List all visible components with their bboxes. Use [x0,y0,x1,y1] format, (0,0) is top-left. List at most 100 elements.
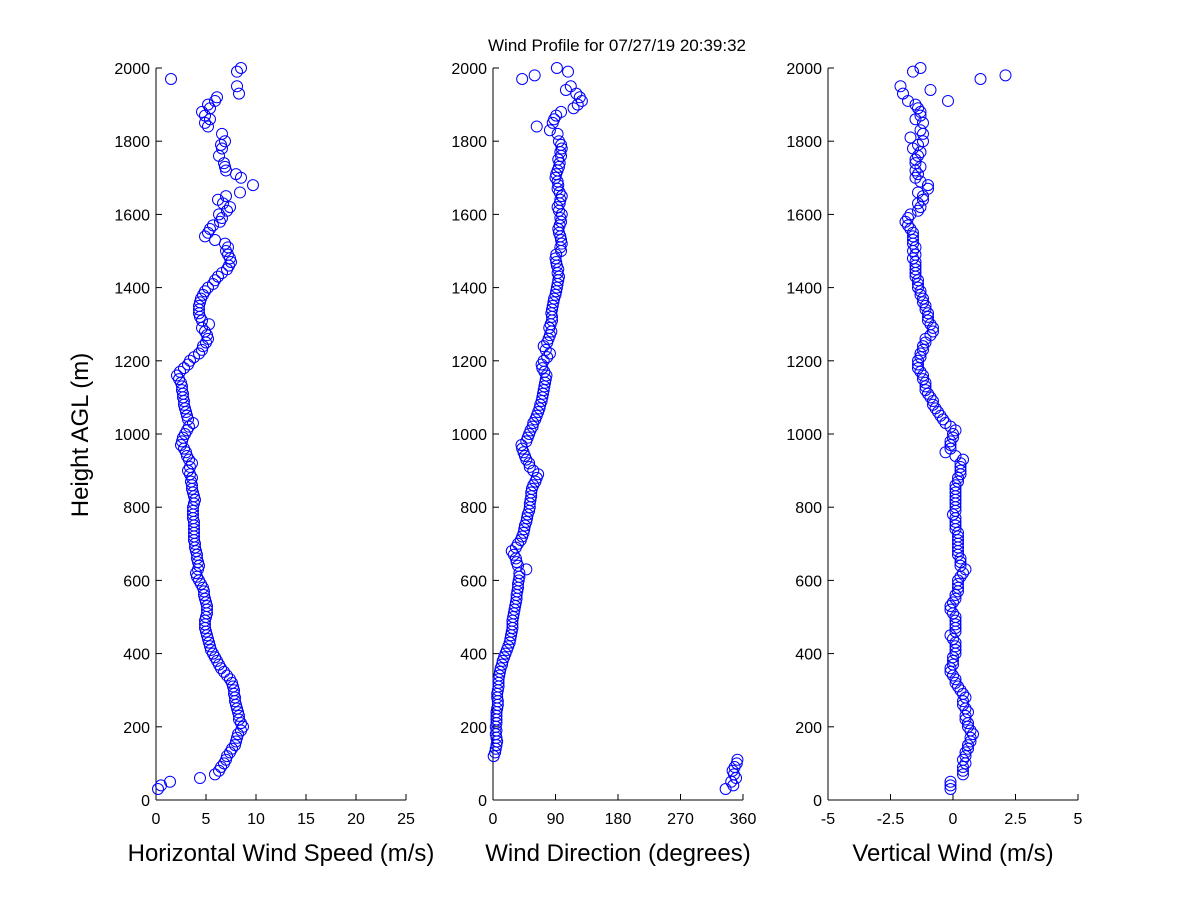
data-point [904,131,917,144]
y-tick-label: 2000 [451,61,487,78]
x-tick-label: 2.5 [1004,811,1026,828]
data-point [917,127,929,140]
data-point [909,171,922,184]
data-point [947,658,959,671]
data-point [216,142,228,155]
data-point [914,351,927,364]
data-point [962,742,974,755]
y-tick-label: 200 [460,720,487,737]
data-point [912,281,924,294]
data-point [725,775,738,788]
data-point [949,643,962,656]
data-point [929,402,942,415]
y-tick-label: 1400 [786,281,822,298]
data-point [909,263,922,276]
data-point [949,676,962,689]
data-point [944,438,957,451]
data-point [909,157,922,170]
data-point [207,219,219,232]
data-point [523,460,536,473]
data-point [218,157,230,170]
data-point [193,347,205,360]
data-point [229,739,241,752]
data-point [949,519,962,532]
y-tick-label: 0 [813,793,822,810]
x-tick-label: -5 [821,811,835,828]
data-point [550,255,563,268]
data-point [924,391,937,404]
data-point [559,83,572,96]
data-point [917,343,929,356]
x-tick-label: 180 [605,811,632,828]
data-point [962,706,974,719]
data-point [201,629,213,642]
data-point [209,274,221,287]
data-point [216,127,228,140]
data-point [919,376,932,389]
data-point [209,234,221,247]
data-point [909,241,922,254]
data-point [947,596,959,609]
data-point [947,428,959,440]
data-point [914,365,927,378]
data-point [947,632,959,645]
shared-y-axis-label: Height AGL (m) [67,353,94,518]
data-point [528,69,541,82]
y-tick-label: 0 [478,793,487,810]
data-point [954,460,967,473]
data-point [947,431,959,444]
wind-direction-panel: 0 90 180 270 360 0 200 400 600 800 1000 1200 1400 160… [451,61,756,867]
data-point [199,230,211,243]
data-point [922,310,934,323]
data-point [927,325,939,338]
x-tick-label: 0 [949,811,958,828]
figure-title: Wind Profile for 07/27/19 20:39:32 [488,36,746,55]
data-point [573,91,586,104]
data-point [964,724,977,737]
y-tick-label: 2000 [114,61,150,78]
vertical-wind-panel: -5 -2.5 0 2.5 5 0 200 400 600 800 1000 1200 1400 1600… [786,61,1082,867]
data-point [221,669,233,682]
data-point [922,307,934,320]
data-point [907,65,919,78]
y-tick-label: 400 [123,647,150,664]
data-point [543,124,556,137]
data-point [907,234,919,247]
data-point [902,212,914,225]
data-point [199,285,211,298]
data-point [954,570,967,583]
y-tick-label: 1000 [451,427,487,444]
data-point [947,669,959,682]
data-point [164,775,176,788]
data-point [546,299,559,312]
x-axis-label-direction: Wind Direction (degrees) [485,840,750,867]
data-point [731,753,744,766]
y-tick-label: 1000 [786,427,822,444]
data-point [174,365,186,378]
x-axis-label-vertical: Vertical Wind (m/s) [852,840,1053,867]
data-point [909,98,922,111]
data-point [227,680,239,693]
data-point [922,182,934,195]
y-tick-label: 1800 [451,134,487,151]
y-tick-label: 1600 [114,207,150,224]
y-tick-label: 1400 [114,281,150,298]
data-point [198,589,210,602]
y-tick-label: 1200 [114,354,150,371]
data-point [543,347,556,360]
data-point [493,669,506,682]
data-point [944,442,957,455]
data-point [513,567,526,580]
data-point [555,105,568,118]
data-point [957,567,969,580]
data-point [959,746,972,759]
x-tick-label: 20 [347,811,365,828]
data-point [962,739,974,752]
data-point [947,651,959,664]
data-point [912,102,924,115]
data-point [957,753,969,766]
data-point [222,241,234,254]
data-point [550,62,563,74]
x-tick-label: 5 [202,811,211,828]
data-point [226,742,238,755]
